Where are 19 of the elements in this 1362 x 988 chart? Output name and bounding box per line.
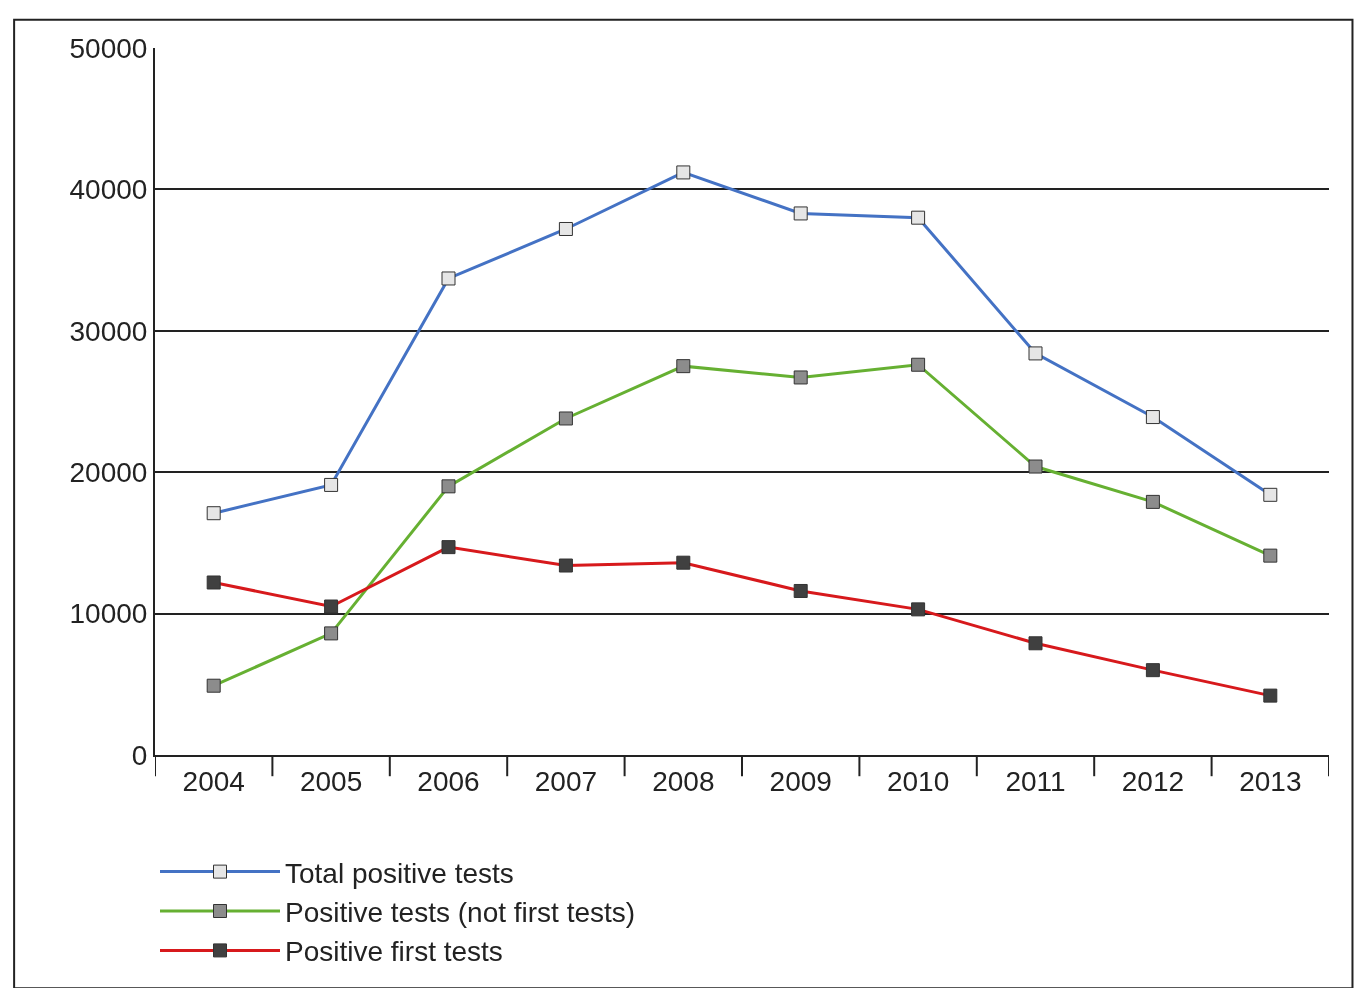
x-tick-label: 2011 — [1005, 765, 1066, 797]
y-tick-label: 10000 — [69, 598, 148, 630]
y-tick-label: 40000 — [69, 174, 148, 206]
x-tick-label: 2008 — [652, 765, 715, 797]
y-tick-label: 20000 — [69, 457, 148, 488]
y-tick-label: 50000 — [69, 32, 148, 64]
y-tick-label: 0 — [131, 739, 148, 771]
legend-label: Positive first tests — [285, 936, 503, 968]
legend-label: Total positive tests — [285, 857, 514, 889]
x-tick-label: 2007 — [534, 765, 598, 797]
x-tick-label: 2013 — [1239, 765, 1302, 797]
x-tick-label: 2012 — [1121, 765, 1185, 797]
x-tick-label: 2004 — [182, 765, 245, 797]
legend-label: Positive tests (not first tests) — [285, 896, 636, 928]
y-tick-label: 30000 — [69, 315, 148, 347]
x-tick-label: 2010 — [886, 765, 950, 797]
x-tick-label: 2009 — [769, 765, 832, 797]
x-tick-label: 2006 — [417, 765, 480, 797]
x-tick-label: 2005 — [299, 765, 363, 797]
